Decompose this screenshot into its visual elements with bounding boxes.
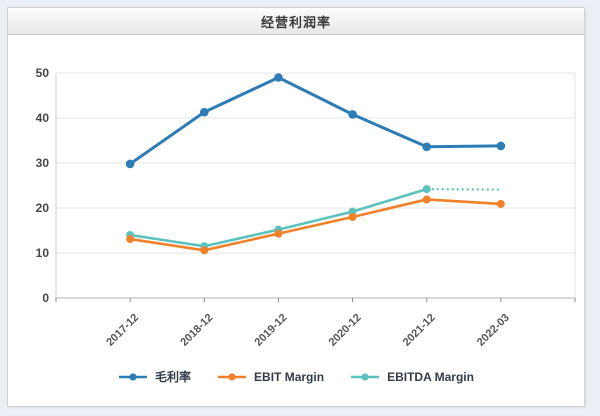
data-point-gross-margin[interactable] (199, 107, 209, 117)
legend: 毛利率 EBIT Margin EBITDA Margin (8, 368, 584, 385)
legend-marker-ebitda-margin (351, 372, 380, 381)
y-axis-label: 30 (36, 156, 50, 170)
chart-area: 0 10 20 30 40 50 2017-12 2018-12 2019-12 2020-12 2… (8, 35, 584, 406)
data-point-ebit-margin[interactable] (274, 229, 283, 238)
data-point-ebit-margin[interactable] (496, 199, 505, 208)
legend-item-ebit-margin[interactable]: EBIT Margin (217, 370, 324, 384)
data-point-gross-margin[interactable] (274, 73, 283, 82)
x-axis-label: 2020-12 (327, 312, 364, 349)
legend-marker-gross-margin (119, 372, 148, 381)
x-axis-label: 2018-12 (178, 312, 215, 349)
chart-panel: 经营利润率 0 10 20 30 40 50 2017-12 2018-12 2019-12 20… (7, 7, 585, 407)
x-axis-label: 2019-12 (253, 312, 290, 349)
legend-label-ebit-margin: EBIT Margin (254, 369, 325, 384)
y-axis-label: 10 (36, 246, 50, 260)
y-axis-label: 20 (36, 201, 50, 215)
panel-title: 经营利润率 (260, 14, 331, 30)
y-axis-label: 40 (36, 111, 50, 125)
data-point-ebitda-margin[interactable] (422, 185, 431, 194)
data-point-ebit-margin[interactable] (200, 246, 209, 255)
series-line-ebit-margin (128, 198, 503, 252)
data-point-gross-margin[interactable] (125, 159, 135, 169)
data-point-gross-margin[interactable] (348, 110, 357, 119)
panel-header: 经营利润率 (8, 8, 584, 35)
legend-marker-ebit-margin (218, 372, 247, 381)
data-point-ebit-margin[interactable] (348, 213, 357, 221)
x-axis-label: 2022-03 (475, 312, 512, 349)
data-point-ebit-margin[interactable] (126, 235, 135, 244)
x-axis-label: 2021-12 (401, 312, 438, 349)
series-line-ebitda-margin (128, 187, 429, 248)
x-axis-label: 2017-12 (104, 312, 141, 349)
y-axis-label: 0 (42, 291, 49, 305)
y-axis-label: 50 (36, 66, 50, 80)
legend-item-gross-margin[interactable]: 毛利率 (118, 368, 191, 385)
series-line-gross-margin (128, 76, 503, 166)
legend-label-ebitda-margin: EBITDA Margin (387, 369, 474, 384)
data-point-ebit-margin[interactable] (422, 195, 431, 204)
data-point-gross-margin[interactable] (422, 142, 432, 152)
legend-item-ebitda-margin[interactable]: EBITDA Margin (350, 370, 474, 384)
legend-label-gross-margin: 毛利率 (155, 370, 192, 384)
data-point-gross-margin[interactable] (496, 141, 506, 151)
line-chart: 0 10 20 30 40 50 2017-12 2018-12 2019-12 2020-12 2… (36, 66, 576, 349)
